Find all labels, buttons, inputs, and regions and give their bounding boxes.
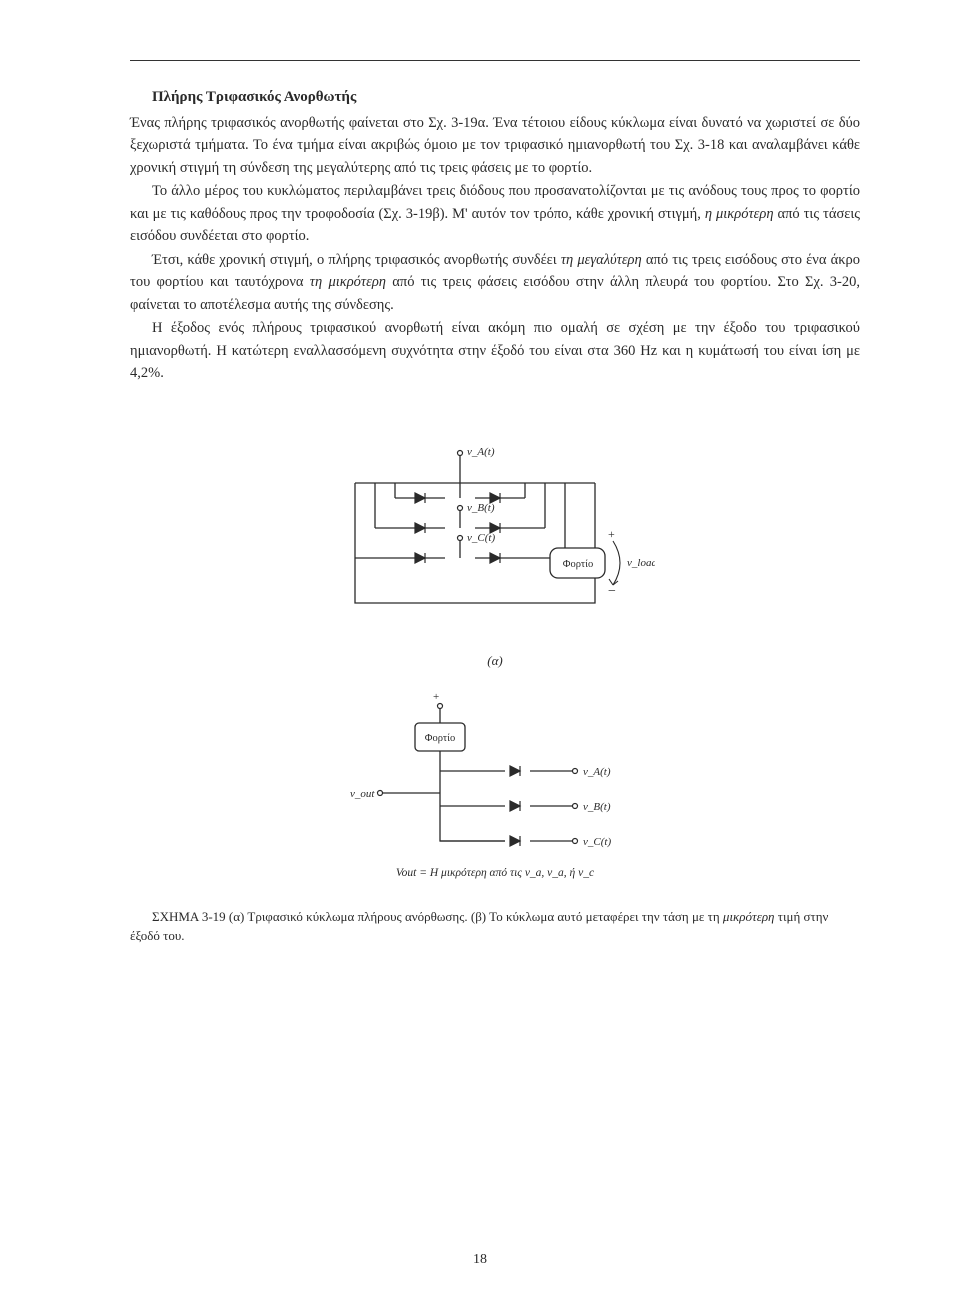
figure-caption: ΣΧΗΜΑ 3-19 (α) Τριφασικό κύκλωμα πλήρους… [130,907,860,946]
label-vB-b: v_B(t) [583,801,611,813]
figure-a-label: (α) [487,653,502,669]
label-load-a: Φορτίο [563,559,593,570]
label-plus-b: + [433,691,439,703]
page-number: 18 [473,1252,487,1268]
label-vout: v_out [350,788,375,800]
caption-em: μικρότερη [723,909,775,924]
label-vload: v_load [627,557,655,569]
circuit-b-svg: + Φορτίο v_out v_A(t) v_B(t) v_C(t) [345,691,645,861]
p3-text-a: Έτσι, κάθε χρονική στιγμή, ο πλήρης τριφ… [152,252,561,268]
label-vA: v_A(t) [467,446,495,458]
label-plus-a: + [608,527,615,541]
label-load-b: Φορτίο [425,733,455,744]
paragraph-4: Η έξοδος ενός πλήρους τριφασικού ανορθωτ… [130,317,860,384]
caption-a: ΣΧΗΜΑ 3-19 (α) Τριφασικό κύκλωμα πλήρους… [152,909,723,924]
paragraph-3: Έτσι, κάθε χρονική στιγμή, ο πλήρης τριφ… [130,249,860,316]
figure-b-note: Vout = Η μικρότερη από τις v_a, v_a, ή v… [396,867,594,879]
section-title: Πλήρης Τριφασικός Ανορθωτής [130,89,860,106]
label-vB: v_B(t) [467,502,495,514]
label-minus-a: − [608,584,616,599]
figure-area: v_A(t) v_B(t) v_C(t) Φορτίο v_load + − (… [130,423,860,946]
p2-em: η μικρότερη [705,206,774,222]
label-vC-b: v_C(t) [583,836,611,848]
circuit-a-svg: v_A(t) v_B(t) v_C(t) Φορτίο v_load + − [335,423,655,643]
label-vA-b: v_A(t) [583,766,611,778]
label-vC: v_C(t) [467,532,495,544]
top-rule [130,60,860,61]
paragraph-2: Το άλλο μέρος του κυκλώματος περιλαμβάνε… [130,180,860,247]
paragraph-1: Ένας πλήρης τριφασικός ανορθωτής φαίνετα… [130,112,860,179]
p3-em1: τη μεγαλύτερη [561,252,642,268]
p3-em2: τη μικρότερη [310,274,386,290]
